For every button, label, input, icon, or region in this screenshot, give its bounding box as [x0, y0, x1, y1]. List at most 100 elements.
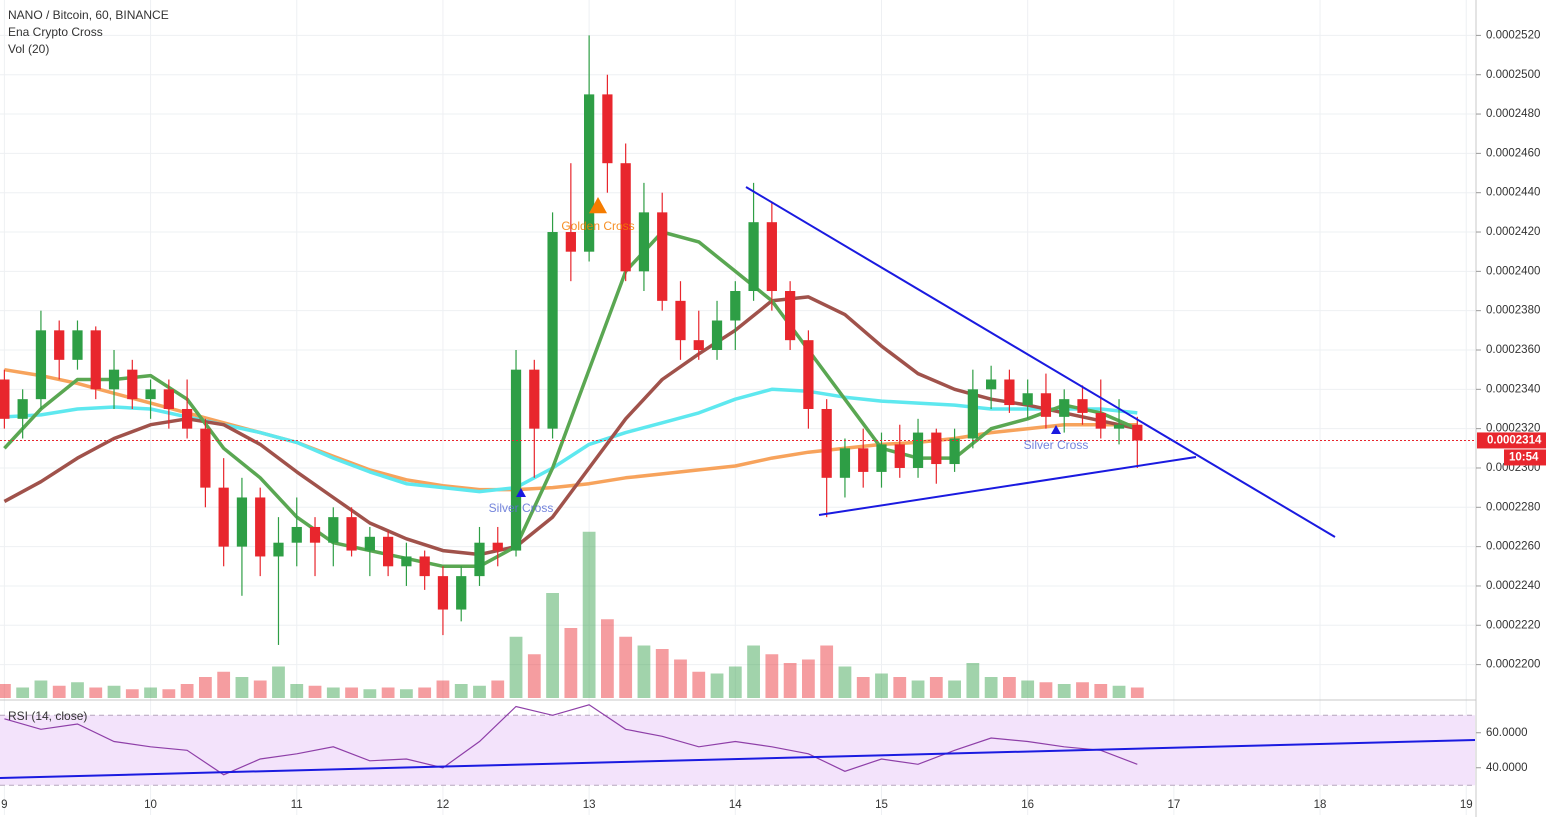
candle-body — [602, 94, 613, 164]
volume-bar — [783, 663, 797, 698]
candle-body — [931, 432, 942, 465]
candle-body — [72, 330, 83, 360]
volume-bar — [929, 677, 943, 698]
candle-body — [108, 369, 120, 390]
volume-bar — [838, 666, 852, 698]
candle-body — [218, 487, 229, 547]
countdown-box — [1504, 449, 1546, 466]
volume-bar — [345, 687, 358, 698]
candle-body — [967, 389, 978, 439]
candle-body — [1077, 399, 1088, 413]
candle-body — [711, 320, 723, 350]
volume-bar — [728, 666, 742, 698]
volume-bar — [436, 680, 450, 698]
indicator-label: Ena Crypto Cross — [8, 25, 103, 39]
x-tick-label: 14 — [729, 799, 742, 811]
volume-bar — [1003, 677, 1016, 698]
candle-body — [127, 369, 138, 400]
volume-bar — [710, 673, 724, 698]
y-tick-label: 0.0002440 — [1486, 187, 1540, 199]
candle-body — [510, 369, 522, 551]
volume-bar — [1094, 684, 1108, 698]
volume-bar — [692, 671, 706, 698]
volume-bar — [802, 659, 815, 698]
y-tick-label: 0.0002420 — [1486, 226, 1540, 238]
volume-bar — [473, 685, 486, 698]
last-price-box — [1477, 432, 1546, 449]
label-layer: 0.0002200 0.0002220 0.0002240 0.0002260 0.00… — [1, 29, 1546, 811]
cross-marker — [589, 197, 607, 214]
volume-bar — [655, 649, 669, 698]
volume-bar — [491, 680, 505, 698]
trend-line — [745, 186, 1336, 538]
volume-bar — [1057, 684, 1071, 698]
candle-body — [346, 517, 357, 551]
candle-body — [236, 497, 248, 547]
rsi-band — [0, 715, 1475, 786]
volume-bar — [856, 677, 870, 698]
candle-body — [565, 232, 576, 252]
volume-bar — [180, 684, 194, 698]
volume-bar — [71, 682, 84, 698]
candle-body — [1004, 379, 1015, 406]
moving-average — [3, 295, 1138, 557]
candle-body — [876, 444, 887, 472]
indicator-label: Vol (20) — [8, 42, 49, 56]
candle-body — [949, 438, 960, 465]
volume-bar — [52, 685, 66, 698]
candle-body — [638, 212, 650, 272]
y-tick-label: 0.0002480 — [1486, 108, 1540, 120]
y-tick-label: 0.0002400 — [1486, 265, 1540, 277]
candle-body — [839, 448, 851, 478]
cross-annotation: Golden Cross — [561, 219, 634, 233]
volume-bar — [381, 687, 395, 698]
y-tick-label: 0.0002240 — [1486, 580, 1540, 592]
x-tick-label: 16 — [1021, 799, 1034, 811]
volume-bar — [747, 645, 760, 698]
candle-body — [1059, 399, 1070, 417]
y-tick-label: 0.0002460 — [1486, 147, 1540, 159]
volume-bar — [875, 673, 888, 698]
volume-bar — [290, 684, 304, 698]
chart-title: NANO / Bitcoin, 60, BINANCE — [8, 8, 169, 22]
candle-body — [858, 448, 869, 472]
candle-body — [730, 291, 741, 321]
cross-marker — [516, 488, 526, 497]
volume-bar — [418, 687, 432, 698]
volume-bar — [966, 663, 980, 698]
countdown-label: 10:54 — [1509, 451, 1539, 463]
volume-bar — [272, 666, 285, 698]
candle-body — [693, 340, 704, 350]
x-tick-label: 18 — [1314, 799, 1327, 811]
volume-bar — [582, 531, 596, 698]
cross-annotation: Silver Cross — [489, 501, 554, 515]
volume-bar — [162, 689, 176, 698]
volume-bar — [820, 645, 834, 698]
volume-bar — [1021, 680, 1035, 698]
candle-body — [200, 428, 211, 488]
y-tick-label: 0.0002520 — [1486, 29, 1540, 41]
candle-body — [437, 576, 449, 610]
candle-body — [474, 542, 485, 577]
x-tick-label: 13 — [583, 799, 596, 811]
candle-body — [584, 94, 595, 252]
candle-body — [912, 432, 924, 468]
volume-bar — [125, 689, 139, 698]
candle-body — [456, 576, 467, 610]
candle-body — [273, 542, 284, 557]
volume-bar — [619, 636, 633, 698]
y-tick-label: 60.0000 — [1486, 727, 1528, 739]
candle-body — [1040, 393, 1052, 417]
y-tick-label: 40.0000 — [1486, 762, 1528, 774]
volume-bar — [674, 659, 687, 698]
last-price-label: 0.0002314 — [1487, 434, 1542, 446]
volume-bar — [363, 689, 377, 698]
volume-bar — [1039, 682, 1053, 698]
volume-bar — [144, 687, 157, 698]
y-tick-label: 0.0002260 — [1486, 541, 1540, 553]
candle-body — [529, 369, 540, 429]
candle-body — [163, 389, 174, 409]
volume-bar — [1112, 685, 1126, 698]
